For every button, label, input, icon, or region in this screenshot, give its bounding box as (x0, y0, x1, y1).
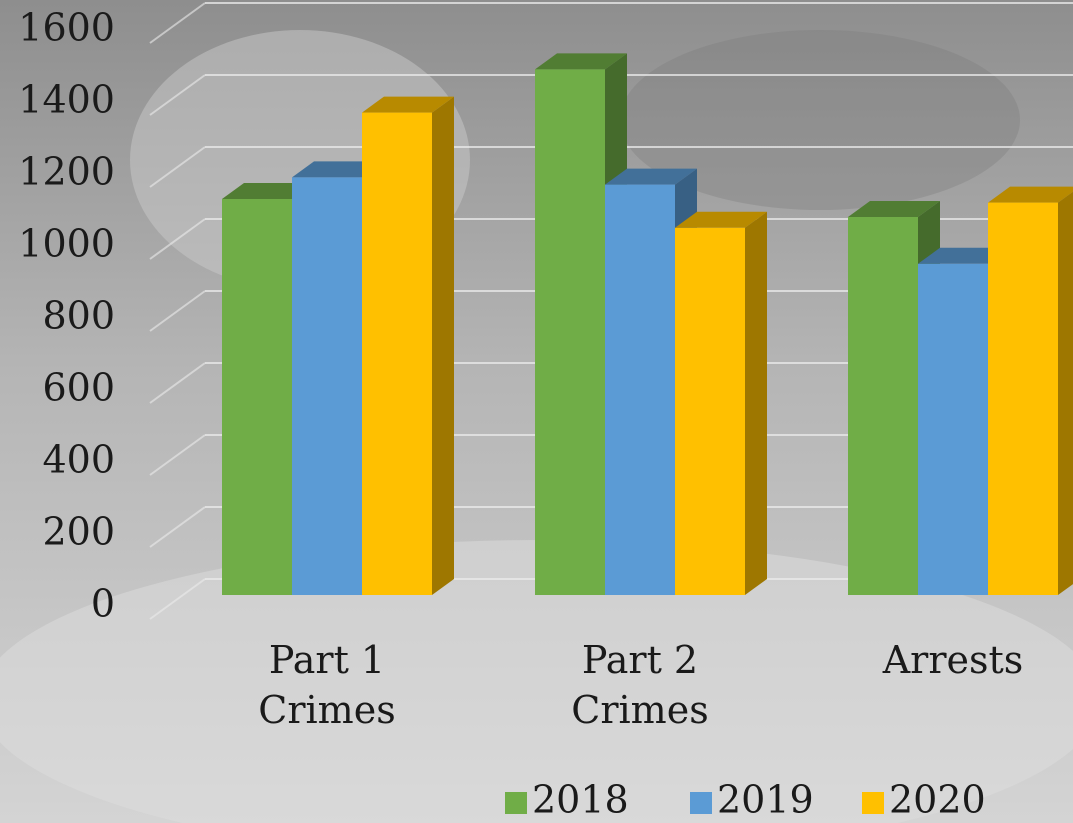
bar (605, 184, 675, 595)
bar (362, 112, 432, 595)
bar-side (432, 96, 454, 595)
grid-line-depth (149, 506, 206, 548)
y-tick-label: 1600 (18, 6, 115, 50)
bar (292, 177, 362, 595)
grid-line-depth (149, 434, 206, 476)
y-tick-label: 1200 (18, 150, 115, 194)
y-tick-label: 0 (91, 582, 115, 626)
bar-top (362, 96, 454, 113)
bar-top (222, 183, 314, 199)
bar-3d (675, 211, 767, 596)
x-tick-label: Part 1 Crimes (258, 638, 396, 732)
y-tick-label: 600 (42, 366, 115, 410)
y-tick-label: 200 (42, 510, 115, 554)
bar-top (605, 168, 697, 185)
legend-label: 2020 (889, 778, 986, 822)
grid-line-depth (149, 74, 206, 116)
grid-line-depth (149, 2, 206, 44)
bar (675, 227, 745, 596)
bar (535, 69, 605, 595)
y-tick-label: 1400 (18, 78, 115, 122)
bar-3d (362, 96, 454, 595)
legend-swatch (862, 792, 884, 814)
bar-side (745, 211, 767, 596)
bar-top (292, 161, 384, 178)
bar-top (918, 247, 1010, 264)
bar-side (1058, 191, 1073, 595)
grid-line-depth (149, 362, 206, 404)
bar (988, 202, 1058, 595)
legend-swatch (690, 792, 712, 814)
bar (918, 263, 988, 595)
bar-top (848, 201, 940, 217)
background-shape (0, 540, 1073, 823)
legend-swatch (505, 792, 527, 814)
x-tick-label: Arrests (882, 638, 1024, 682)
legend-label: 2018 (532, 778, 629, 822)
bar-top (535, 53, 627, 70)
y-tick-label: 400 (42, 438, 115, 482)
grid-line-depth (149, 146, 206, 188)
x-tick-label: Part 2 Crimes (571, 638, 709, 732)
grid-line-depth (149, 578, 206, 620)
grid-line-depth (149, 218, 206, 260)
y-tick-label: 1000 (18, 222, 115, 266)
bar (222, 199, 292, 595)
bar-top (675, 211, 767, 228)
bar-3d (988, 186, 1073, 595)
y-tick-label: 800 (42, 294, 115, 338)
grid-line-depth (149, 290, 206, 332)
legend-label: 2019 (717, 778, 814, 822)
bar (848, 217, 918, 595)
bar-top (988, 186, 1073, 203)
